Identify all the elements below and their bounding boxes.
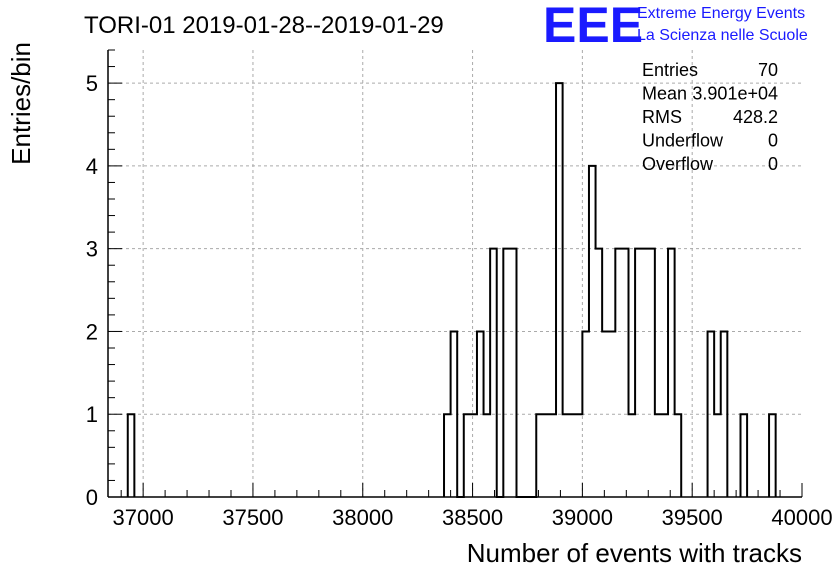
- y-tick-label: 3: [86, 237, 98, 262]
- stat-label: Underflow: [642, 131, 724, 151]
- x-tick-label: 38000: [332, 505, 393, 530]
- stat-value: 428.2: [733, 107, 778, 127]
- stats-box: Entries 70 Mean 3.901e+04 RMS 428.2 Underflow 0…: [642, 60, 778, 174]
- stat-label: Mean: [642, 84, 687, 104]
- stat-label: RMS: [642, 107, 682, 127]
- x-tick-label: 40000: [771, 505, 832, 530]
- stat-value: 0: [768, 154, 778, 174]
- logo-line2: La Scienza nelle Scuole: [637, 27, 808, 44]
- x-axis-title: Number of events with tracks: [467, 538, 802, 568]
- y-tick-label: 4: [86, 154, 98, 179]
- x-tick-label: 37500: [222, 505, 283, 530]
- logo-line1: Extreme Energy Events: [637, 5, 805, 22]
- stat-label: Entries: [642, 60, 698, 80]
- logo-mark: EEE: [543, 0, 643, 53]
- x-tick-label: 39500: [662, 505, 723, 530]
- chart-title: TORI-01 2019-01-28--2019-01-29: [84, 12, 444, 39]
- x-tick-label: 39000: [552, 505, 613, 530]
- y-tick-label: 0: [86, 485, 98, 510]
- histogram-outline: [126, 82, 777, 498]
- x-tick-label: 38500: [442, 505, 503, 530]
- tick-labels: 37000 37500 38000 38500 39000 39500 40000 0 1 2 3 4…: [86, 71, 833, 530]
- y-axis-title: Entries/bin: [6, 42, 36, 165]
- stat-label: Overflow: [642, 154, 714, 174]
- stat-value: 0: [768, 131, 778, 151]
- eee-logo: EEE Extreme Energy Events La Scienza nel…: [543, 0, 808, 53]
- stat-value: 3.901e+04: [692, 84, 778, 104]
- x-tick-label: 37000: [113, 505, 174, 530]
- y-tick-label: 5: [86, 71, 98, 96]
- grid: [108, 50, 802, 497]
- stat-value: 70: [758, 60, 778, 80]
- y-tick-label: 1: [86, 402, 98, 427]
- y-tick-label: 2: [86, 319, 98, 344]
- axes: [107, 49, 803, 498]
